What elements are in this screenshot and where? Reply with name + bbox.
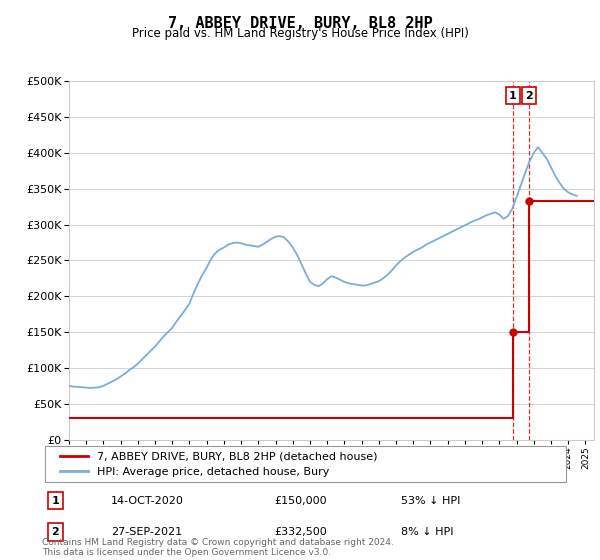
Legend: 7, ABBEY DRIVE, BURY, BL8 2HP (detached house), HPI: Average price, detached hou: 7, ABBEY DRIVE, BURY, BL8 2HP (detached … [58, 449, 380, 479]
Text: 1: 1 [509, 91, 517, 101]
FancyBboxPatch shape [44, 446, 566, 482]
Text: 1: 1 [52, 496, 59, 506]
Text: 53% ↓ HPI: 53% ↓ HPI [401, 496, 460, 506]
Text: 14-OCT-2020: 14-OCT-2020 [110, 496, 184, 506]
Text: 8% ↓ HPI: 8% ↓ HPI [401, 527, 454, 537]
Text: 2: 2 [526, 91, 533, 101]
Text: 7, ABBEY DRIVE, BURY, BL8 2HP: 7, ABBEY DRIVE, BURY, BL8 2HP [167, 16, 433, 31]
Text: Contains HM Land Registry data © Crown copyright and database right 2024.
This d: Contains HM Land Registry data © Crown c… [42, 538, 394, 557]
Text: £332,500: £332,500 [274, 527, 327, 537]
Text: 27-SEP-2021: 27-SEP-2021 [110, 527, 182, 537]
Text: £150,000: £150,000 [274, 496, 327, 506]
Text: Price paid vs. HM Land Registry's House Price Index (HPI): Price paid vs. HM Land Registry's House … [131, 27, 469, 40]
Text: 2: 2 [52, 527, 59, 537]
